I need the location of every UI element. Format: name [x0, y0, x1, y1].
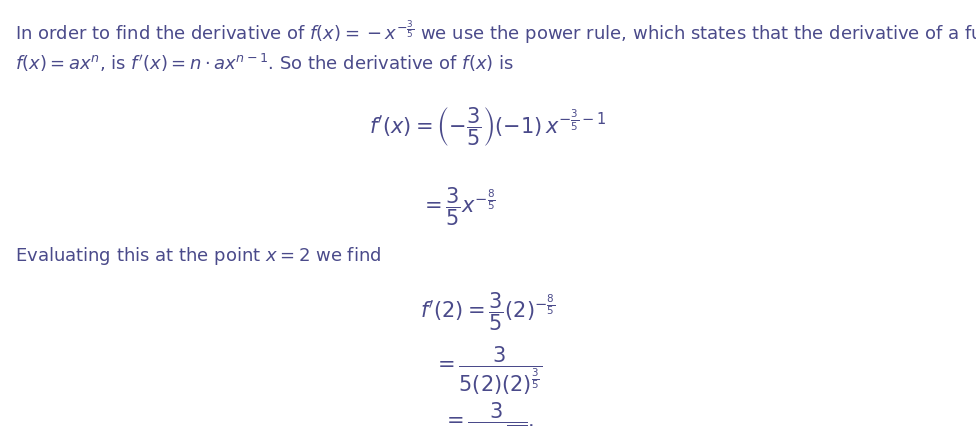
- Text: Evaluating this at the point $x = 2$ we find: Evaluating this at the point $x = 2$ we …: [15, 245, 382, 267]
- Text: $= \dfrac{3}{10\sqrt[5]{8}}.$: $= \dfrac{3}{10\sqrt[5]{8}}.$: [442, 400, 534, 426]
- Text: $= \dfrac{3}{5}x^{-\frac{8}{5}}$: $= \dfrac{3}{5}x^{-\frac{8}{5}}$: [420, 185, 496, 227]
- Text: $f'(2) = \dfrac{3}{5}(2)^{-\frac{8}{5}}$: $f'(2) = \dfrac{3}{5}(2)^{-\frac{8}{5}}$: [421, 290, 555, 333]
- Text: $f'(x) = \left(-\dfrac{3}{5}\right)(-1)\,x^{-\frac{3}{5}-1}$: $f'(x) = \left(-\dfrac{3}{5}\right)(-1)\…: [369, 105, 607, 148]
- Text: $f(x) = ax^n$, is $f'(x) = n \cdot ax^{n-1}$. So the derivative of $f(x)$ is: $f(x) = ax^n$, is $f'(x) = n \cdot ax^{n…: [15, 52, 514, 74]
- Text: $= \dfrac{3}{5(2)(2)^{\frac{3}{5}}}$: $= \dfrac{3}{5(2)(2)^{\frac{3}{5}}}$: [433, 345, 543, 397]
- Text: In order to find the derivative of $f(x) = -x^{-\frac{3}{5}}$ we use the power r: In order to find the derivative of $f(x)…: [15, 18, 976, 46]
